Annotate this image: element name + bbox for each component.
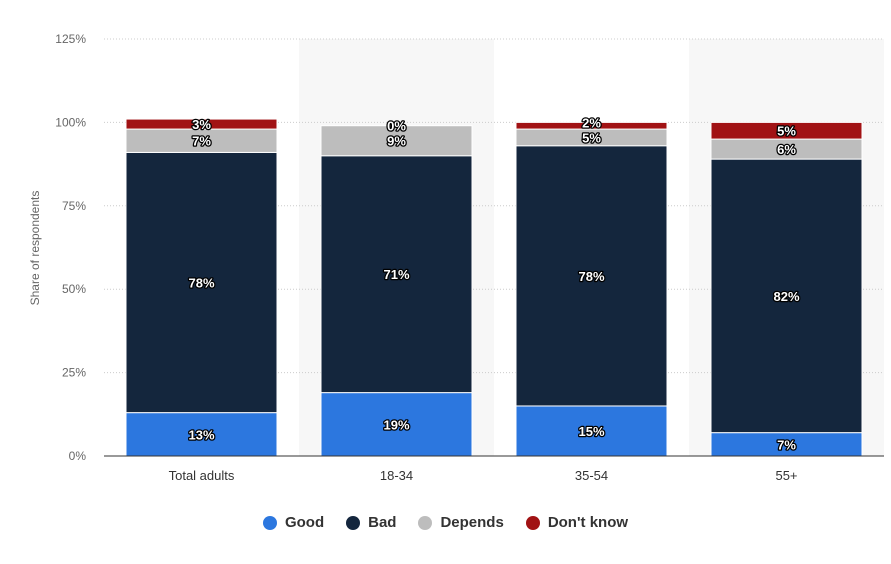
y-tick-label: 25%: [62, 366, 86, 380]
data-label: 15%: [578, 424, 604, 439]
legend-item-good[interactable]: Good: [262, 514, 325, 531]
stacked-bar-chart: 0%25%50%75%100%125% 13%78%7%3%19%71%9%0%…: [28, 32, 884, 483]
data-label: 71%: [383, 267, 409, 282]
legend-marker: [262, 515, 277, 530]
legend-label: Good: [284, 514, 325, 531]
x-category-label: 18-34: [380, 468, 413, 483]
data-label: 7%: [777, 437, 796, 452]
bar-segment-good[interactable]: [320, 392, 473, 457]
bar-segment-bad[interactable]: [515, 145, 668, 407]
y-axis-label: Share of respondents: [28, 191, 42, 306]
data-label: 3%: [192, 117, 211, 132]
data-label: 13%: [188, 427, 214, 442]
legend: Good Bad Depends Don't know: [0, 514, 891, 531]
legend-marker: [525, 515, 540, 530]
legend-item-bad[interactable]: Bad: [346, 514, 396, 531]
data-label: 0%: [387, 119, 406, 134]
x-category-label: 55+: [775, 468, 797, 483]
legend-item-depends[interactable]: Depends: [418, 514, 504, 531]
x-category-label: Total adults: [169, 468, 235, 483]
y-tick-label: 125%: [55, 32, 86, 46]
y-tick-label: 0%: [69, 449, 87, 463]
bar-segment-depends[interactable]: [320, 125, 473, 157]
data-label: 2%: [582, 115, 601, 130]
legend-marker: [346, 515, 361, 530]
bar-segment-bad[interactable]: [125, 151, 278, 414]
legend-marker: [418, 515, 433, 530]
bar-segment-bad[interactable]: [710, 158, 863, 434]
legend-item-don-t-know[interactable]: Don't know: [525, 514, 629, 531]
bar-segment-don-t-know[interactable]: [710, 121, 863, 140]
y-tick-label: 100%: [55, 115, 86, 129]
bars: [125, 118, 863, 457]
data-label: 19%: [383, 417, 409, 432]
data-label: 82%: [773, 289, 799, 304]
x-category-label: 35-54: [575, 468, 608, 483]
data-label: 9%: [387, 134, 406, 149]
y-tick-label: 75%: [62, 199, 86, 213]
legend-label: Don't know: [547, 514, 629, 531]
data-label: 78%: [578, 269, 604, 284]
data-label: 78%: [188, 276, 214, 291]
legend-label: Depends: [440, 514, 504, 531]
bar-segment-good[interactable]: [515, 405, 668, 457]
data-labels: 13%78%7%3%19%71%9%0%15%78%5%2%7%82%6%5%: [187, 114, 801, 453]
legend-label: Bad: [368, 514, 397, 531]
bar-segment-bad[interactable]: [320, 155, 473, 394]
bar-segment-don-t-know[interactable]: [125, 118, 278, 130]
bar-segment-don-t-know[interactable]: [515, 121, 668, 130]
data-label: 7%: [192, 134, 211, 149]
x-axis: Total adults 18-34 35-54 55+: [104, 455, 884, 483]
data-label: 6%: [777, 142, 796, 157]
data-label: 5%: [582, 130, 601, 145]
data-label: 5%: [777, 124, 796, 139]
y-tick-label: 50%: [62, 282, 86, 296]
y-axis-ticks: 0% 25% 50% 75% 100% 125%: [55, 32, 86, 463]
